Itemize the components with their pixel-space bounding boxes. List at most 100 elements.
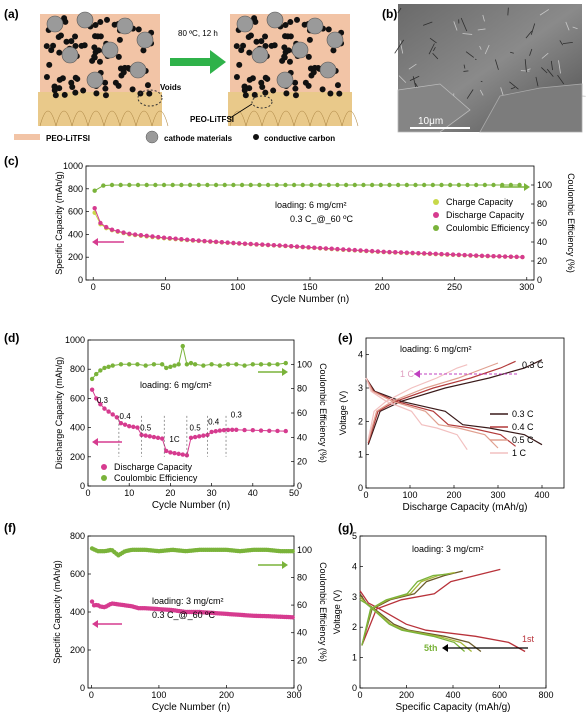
data-point (168, 364, 173, 369)
data-point (277, 243, 282, 248)
carbon-particle (95, 47, 102, 54)
carbon-particle (282, 22, 289, 29)
peo-label: PEO-LiTFSI (190, 115, 234, 124)
y2-tick-label: 100 (297, 545, 312, 555)
data-point (274, 182, 279, 188)
carbon-particle (61, 15, 68, 22)
carbon-particle (305, 53, 312, 60)
legend-label: 0.5 C (512, 435, 534, 445)
carbon-particle (102, 79, 109, 86)
data-point (180, 452, 185, 457)
data-point (387, 182, 392, 188)
carbon-particle (236, 61, 243, 68)
data-point (421, 251, 427, 256)
x-tick-label: 300 (490, 490, 505, 500)
x-tick-label: 300 (519, 282, 534, 292)
cathode-particle (306, 17, 324, 35)
legend-marker (101, 464, 107, 470)
data-point (118, 182, 123, 188)
legend-label: 0.4 C (512, 422, 534, 432)
y-tick-label: 4 (352, 561, 357, 571)
legend-swatch-carbon (253, 134, 259, 140)
data-point (159, 436, 165, 441)
x-axis-label: Specific Capacity (mAh/g) (395, 702, 510, 713)
data-point (508, 254, 514, 259)
y2-tick-label: 80 (537, 199, 547, 209)
carbon-particle (91, 44, 98, 51)
carbon-particle (301, 21, 308, 28)
y-tick-label: 200 (70, 645, 85, 655)
data-point (150, 234, 155, 239)
data-point (89, 376, 95, 382)
data-point (109, 227, 115, 232)
data-point (312, 245, 317, 250)
panel-label-f: (f) (4, 521, 16, 535)
y-tick-label: 1 (352, 653, 357, 663)
data-point (445, 252, 450, 257)
data-point (225, 362, 231, 367)
discharge-curve (365, 377, 499, 449)
carbon-particle (270, 87, 277, 94)
data-point (196, 182, 201, 188)
data-point (326, 182, 331, 188)
sem-texture (530, 23, 536, 35)
y2-tick-label: 20 (297, 457, 307, 467)
arrow-head (92, 438, 98, 446)
sem-texture (453, 21, 458, 31)
carbon-particle (52, 92, 59, 99)
y2-tick-label: 60 (537, 218, 547, 228)
y2-tick-label: 0 (297, 683, 302, 693)
data-point (151, 362, 157, 367)
sem-texture (408, 63, 417, 70)
annotation: loading: 3 mg/cm² (412, 544, 484, 554)
sem-texture (509, 81, 519, 90)
y-tick-label: 600 (68, 207, 83, 217)
legend-marker (433, 199, 439, 205)
sem-texture (428, 43, 435, 55)
cathode-particle (129, 61, 147, 79)
sem-texture (429, 37, 437, 44)
data-point (167, 235, 173, 241)
annotation: 5th (424, 643, 438, 653)
carbon-particle (68, 79, 75, 86)
carbon-particle (292, 92, 299, 99)
carbon-particle (129, 86, 136, 93)
data-point (248, 241, 253, 247)
data-point (209, 429, 214, 435)
data-point (180, 343, 185, 349)
carbon-particle (258, 38, 265, 45)
y-tick-label: 0 (78, 275, 83, 285)
carbon-particle (262, 74, 269, 81)
data-point (361, 182, 366, 188)
sem-texture (433, 46, 436, 52)
data-point (439, 251, 444, 257)
x-tick-label: 200 (219, 690, 234, 700)
y-tick-label: 200 (68, 252, 83, 262)
legend-label: 0.3 C (512, 409, 534, 419)
x-tick-label: 50 (160, 282, 170, 292)
data-point (101, 183, 106, 188)
base-texture (229, 110, 247, 127)
panel-b: (b) 10μm (382, 4, 586, 133)
data-point (168, 450, 173, 455)
current-collector (228, 92, 352, 126)
sem-texture (494, 59, 499, 70)
legend-label: Coulombic Efficiency (446, 223, 530, 233)
carbon-particle (56, 49, 63, 56)
data-point (144, 182, 149, 188)
data-point (231, 182, 236, 188)
carbon-particle (102, 92, 109, 99)
data-point (447, 182, 453, 188)
charge-curve (361, 568, 501, 646)
carbon-particle (302, 79, 309, 86)
sem-texture (465, 51, 474, 58)
data-point (110, 412, 115, 417)
data-point (161, 182, 167, 188)
data-point (485, 253, 490, 259)
charge-curve (367, 364, 468, 440)
arrow-head (92, 620, 98, 628)
carbon-particle (310, 69, 317, 76)
cathode-particle (276, 71, 294, 89)
data-point (151, 434, 157, 440)
y-axis-label: Specific Capacity (mAh/g) (54, 171, 64, 275)
